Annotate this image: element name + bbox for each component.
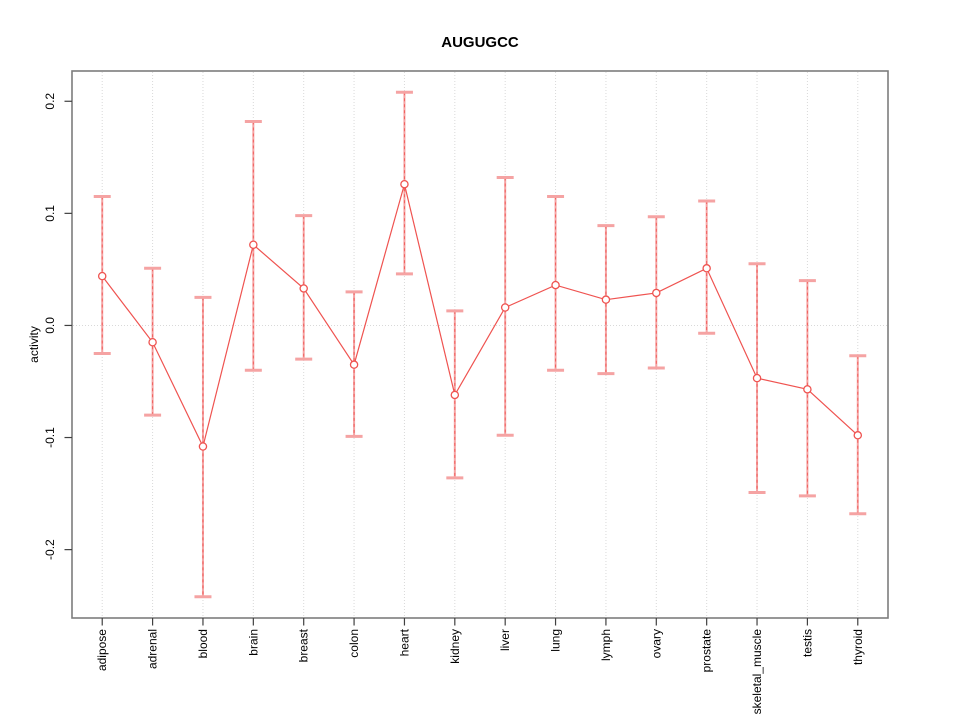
x-tick-label: adipose — [95, 629, 109, 671]
x-tick-label: testis — [800, 629, 814, 657]
x-tick-label: ovary — [649, 629, 663, 658]
data-point — [853, 431, 863, 440]
data-point — [97, 271, 107, 281]
data-point — [551, 280, 560, 290]
data-point — [450, 390, 460, 400]
y-tick-label: -0.1 — [43, 427, 57, 448]
x-tick-label: prostate — [700, 629, 714, 673]
x-tick-label: skeletal_muscle — [750, 629, 764, 715]
data-point — [803, 385, 812, 394]
data-point — [752, 373, 762, 383]
y-tick-label: 0.0 — [43, 317, 57, 334]
plot-border — [71, 70, 889, 619]
data-point — [299, 284, 308, 293]
data-point — [652, 288, 661, 298]
x-tick-label: breast — [297, 628, 311, 662]
x-tick-label: lung — [549, 629, 563, 652]
series-line — [101, 181, 859, 449]
data-point — [249, 240, 258, 249]
gridlines — [73, 72, 887, 617]
x-tick-label: brain — [246, 629, 260, 656]
x-tick-label: thyroid — [851, 629, 865, 665]
data-point — [349, 360, 359, 369]
axis-ticks — [64, 100, 859, 626]
x-tick-label: adrenal — [146, 629, 160, 669]
chart-title: AUGUGCC — [441, 34, 519, 51]
y-tick-label: 0.2 — [43, 93, 57, 110]
error-bars — [93, 90, 867, 599]
y-tick-label: -0.2 — [43, 539, 57, 560]
x-tick-label: liver — [498, 629, 512, 651]
x-tick-label: colon — [347, 629, 361, 658]
x-tick-label: kidney — [448, 629, 462, 664]
data-point — [198, 442, 208, 451]
axis-tick-labels: -0.2 -0.1 0.0 0.1 0.2 adipose adrenal blood brai… — [43, 93, 865, 715]
x-tick-label: heart — [397, 628, 411, 656]
x-tick-label: blood — [196, 629, 210, 658]
data-point — [500, 303, 510, 312]
data-point — [148, 338, 157, 347]
data-point — [702, 264, 711, 273]
data-point — [400, 179, 409, 189]
plot-frame — [71, 70, 889, 619]
y-tick-label: 0.1 — [43, 205, 57, 222]
x-tick-label: lymph — [599, 629, 613, 661]
data-point — [601, 295, 611, 304]
y-axis-label: activity — [27, 326, 41, 363]
data-series — [97, 179, 863, 451]
